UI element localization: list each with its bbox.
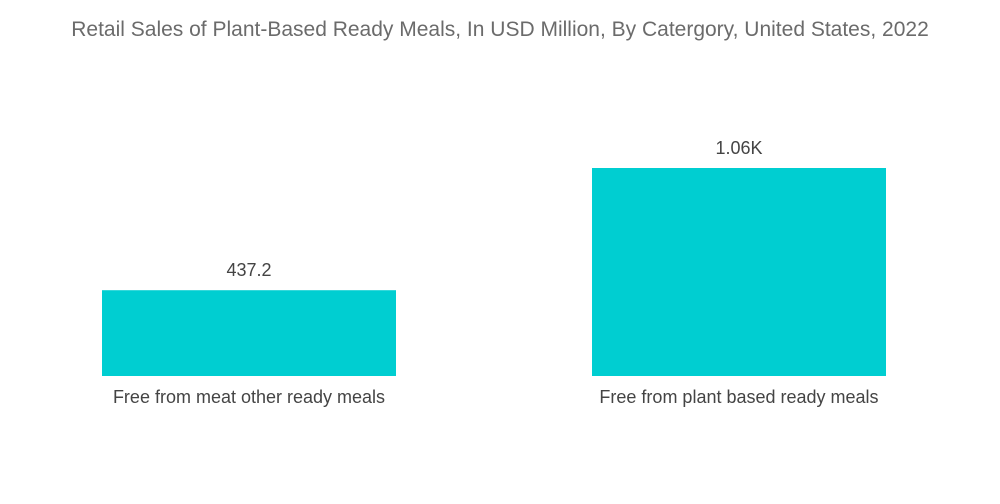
bars-layer <box>102 168 886 376</box>
chart-title: Retail Sales of Plant-Based Ready Meals,… <box>71 18 929 41</box>
data-label-1: 437.2 <box>226 260 271 280</box>
category-label-1: Free from meat other ready meals <box>113 387 385 407</box>
category-label-2: Free from plant based ready meals <box>599 387 878 407</box>
labels-layer: 437.2 Free from meat other ready meals 1.0… <box>113 138 879 407</box>
bar-1 <box>102 290 396 376</box>
data-label-2: 1.06K <box>715 138 762 158</box>
bar-2 <box>592 168 886 376</box>
